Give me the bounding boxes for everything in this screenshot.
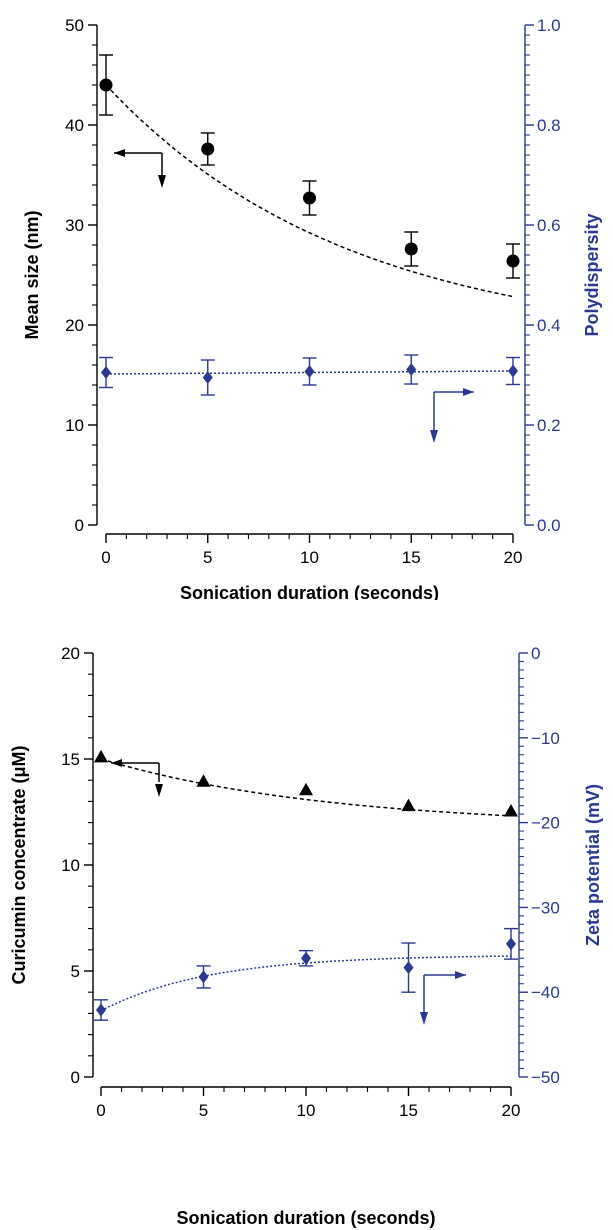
left-fit-curve bbox=[100, 758, 512, 817]
left-y-tick-label: 40 bbox=[65, 116, 84, 135]
x-tick-label: 15 bbox=[399, 1101, 418, 1120]
data-point-circle bbox=[201, 142, 215, 156]
data-point-circle bbox=[404, 242, 418, 256]
left-y-tick-label: 20 bbox=[65, 316, 84, 335]
left-y-tick-label: 10 bbox=[61, 856, 80, 875]
data-point-diamond bbox=[202, 371, 213, 384]
right-y-tick-label: 0.0 bbox=[537, 516, 561, 535]
x-tick-label: 0 bbox=[101, 548, 110, 567]
left-y-axis-title: Mean size (nm) bbox=[22, 210, 42, 339]
right-y-tick-label: −20 bbox=[531, 814, 560, 833]
x-tick-label: 15 bbox=[402, 548, 421, 567]
left-y-tick-label: 10 bbox=[65, 416, 84, 435]
right-y-tick-label: 1.0 bbox=[537, 16, 561, 35]
data-point-diamond bbox=[304, 365, 315, 378]
left-axis-indicator-arrow bbox=[114, 149, 166, 188]
data-point-diamond bbox=[301, 951, 311, 965]
data-point-diamond bbox=[403, 961, 414, 975]
left-y-axis-title: Curicumin concentrate (μM) bbox=[9, 745, 29, 984]
right-y-axis-title: Polydispersity bbox=[582, 213, 602, 336]
x-tick-label: 20 bbox=[502, 1101, 521, 1120]
data-point-diamond bbox=[198, 970, 209, 984]
left-y-tick-label: 0 bbox=[75, 516, 84, 535]
data-point-triangle bbox=[299, 782, 313, 796]
left-axis-indicator-arrow bbox=[111, 759, 163, 797]
x-tick-label: 5 bbox=[203, 548, 212, 567]
data-point-triangle bbox=[94, 749, 108, 763]
left-y-tick-label: 30 bbox=[65, 216, 84, 235]
left-axis-indicator-arrow-head-down bbox=[158, 175, 166, 188]
data-point-diamond bbox=[101, 366, 111, 379]
data-point-diamond bbox=[508, 364, 518, 378]
x-tick-label: 10 bbox=[300, 548, 319, 567]
data-point-circle bbox=[99, 78, 113, 92]
data-point-triangle bbox=[504, 803, 518, 817]
right-y-tick-label: 0.4 bbox=[537, 316, 561, 335]
x-tick-label: 10 bbox=[297, 1101, 316, 1120]
left-fit-curve bbox=[105, 84, 514, 298]
right-y-tick-label: −30 bbox=[531, 898, 560, 917]
right-axis-indicator-arrow bbox=[430, 388, 474, 443]
right-axis-indicator-arrow-head-horizontal bbox=[463, 388, 474, 396]
left-y-tick-label: 20 bbox=[61, 644, 80, 663]
data-point-triangle bbox=[196, 774, 211, 787]
right-axis-indicator-arrow-head-down bbox=[420, 1012, 428, 1025]
right-fit-curve bbox=[100, 955, 511, 1012]
right-y-tick-label: −10 bbox=[531, 729, 560, 748]
data-point-circle bbox=[303, 191, 316, 205]
right-y-axis-title: Zeta potential (mV) bbox=[583, 784, 603, 946]
right-y-tick-label: 0.6 bbox=[537, 216, 561, 235]
right-y-tick-label: −40 bbox=[531, 983, 560, 1002]
right-y-tick-label: 0 bbox=[531, 644, 540, 663]
x-tick-label: 20 bbox=[504, 548, 523, 567]
x-axis-title: Sonication duration (seconds) bbox=[176, 1208, 435, 1228]
right-axis-indicator-arrow-head-down bbox=[430, 430, 438, 443]
x-axis-title: Sonication duration (seconds) bbox=[180, 583, 439, 600]
right-y-tick-label: 0.8 bbox=[537, 116, 561, 135]
chart-mean-size-polydispersity: 0 10 20 30 40 50 0.0 0.2 0.4 0.6 0.8 1.0 0 5 10 15 20 Son… bbox=[22, 16, 602, 600]
left-y-tick-label: 15 bbox=[61, 750, 80, 769]
data-point-diamond bbox=[406, 363, 417, 376]
right-y-tick-label: −50 bbox=[531, 1068, 560, 1087]
left-y-tick-label: 0 bbox=[71, 1068, 80, 1087]
x-tick-label: 5 bbox=[199, 1101, 208, 1120]
right-axis-indicator-arrow bbox=[420, 971, 466, 1025]
right-y-tick-label: 0.2 bbox=[537, 416, 561, 435]
data-point-diamond bbox=[506, 937, 516, 951]
left-y-tick-label: 5 bbox=[71, 962, 80, 981]
data-point-circle bbox=[506, 254, 520, 268]
left-y-tick-label: 50 bbox=[65, 16, 84, 35]
left-axis-indicator-arrow-head-down bbox=[155, 784, 163, 797]
data-point-diamond bbox=[96, 1003, 106, 1017]
left-axis-indicator-arrow-head-horizontal bbox=[111, 759, 122, 767]
left-axis-indicator-arrow-head-horizontal bbox=[114, 149, 125, 157]
x-tick-label: 0 bbox=[96, 1101, 105, 1120]
data-point-triangle bbox=[401, 798, 416, 812]
right-axis-indicator-arrow-head-horizontal bbox=[455, 971, 466, 979]
